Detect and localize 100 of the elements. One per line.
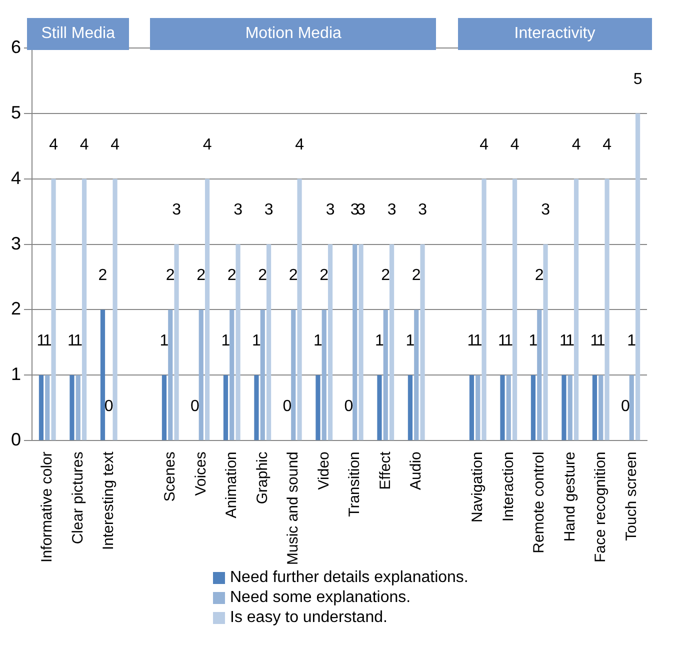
bar — [469, 375, 474, 440]
x-tick-label: Interaction — [500, 452, 517, 522]
data-label: 3 — [541, 202, 550, 219]
data-label: 3 — [172, 202, 182, 219]
bar — [322, 310, 326, 440]
x-tick-label: Voices — [192, 452, 210, 496]
bar — [598, 375, 604, 440]
x-tick-label: Remote control — [530, 452, 548, 554]
x-tick-label: Scenes — [162, 452, 179, 502]
data-label: 0 — [282, 398, 292, 416]
bar — [506, 375, 511, 440]
bar — [316, 375, 320, 440]
y-tick-label: 3 — [10, 233, 22, 254]
data-label: 0 — [621, 398, 630, 416]
x-tick-label: Audio — [408, 452, 425, 490]
data-label: 2 — [98, 267, 108, 284]
data-label: 3 — [350, 202, 360, 219]
data-label: 1 — [406, 332, 415, 350]
bar — [198, 310, 204, 440]
bar — [482, 178, 486, 440]
bar — [291, 310, 296, 440]
x-tick-label: Informative color — [38, 452, 56, 562]
bar — [168, 310, 173, 440]
x-tick-label: Graphic — [254, 451, 271, 504]
y-tick-label: 0 — [10, 430, 22, 450]
data-label: 1 — [221, 332, 230, 350]
data-label: 1 — [627, 332, 636, 350]
bar — [408, 375, 413, 440]
data-label: 1 — [160, 332, 169, 350]
bar — [420, 244, 425, 440]
data-label: 4 — [49, 136, 58, 154]
bar — [604, 178, 610, 440]
bar — [592, 375, 598, 440]
bar — [414, 310, 419, 440]
bar — [100, 310, 106, 440]
data-label: 1 — [528, 332, 538, 350]
data-label: 2 — [258, 267, 268, 284]
data-label: 5 — [633, 70, 642, 88]
bar — [328, 244, 333, 440]
data-label: 3 — [234, 202, 243, 219]
bar — [562, 375, 566, 440]
data-label: 2 — [320, 267, 329, 284]
bar — [543, 244, 548, 440]
y-tick-label: 6 — [10, 36, 22, 57]
data-label: 4 — [80, 136, 89, 154]
bar — [162, 375, 167, 440]
data-label: 0 — [190, 398, 200, 416]
bar — [82, 178, 87, 440]
x-tick-label: Interesting text — [100, 450, 118, 550]
y-tick-label: 1 — [10, 364, 22, 384]
bar — [236, 244, 240, 440]
data-label: 1 — [375, 332, 384, 350]
data-label: 2 — [381, 267, 390, 284]
bar — [537, 310, 542, 440]
data-label: 4 — [295, 136, 304, 154]
bar — [266, 244, 272, 440]
y-tick-label: 2 — [10, 298, 22, 319]
bar — [358, 244, 364, 440]
x-tick-label: Clear pictures — [69, 452, 86, 544]
bar — [500, 375, 505, 440]
data-label: 4 — [480, 136, 489, 154]
data-label: 2 — [412, 267, 421, 284]
data-label: 2 — [166, 267, 175, 284]
bar — [45, 375, 50, 440]
data-label: 3 — [418, 202, 428, 219]
x-tick-label: Touch screen — [622, 452, 640, 541]
bar — [530, 375, 536, 440]
data-label: 2 — [288, 267, 298, 284]
x-tick-label: Transition — [346, 452, 364, 517]
bar — [38, 375, 44, 440]
bar — [377, 375, 382, 440]
bar — [70, 375, 74, 440]
bar — [112, 178, 118, 440]
bar — [635, 113, 640, 440]
legend-label: Need further details explanations. — [230, 568, 468, 588]
data-label: 2 — [196, 267, 206, 284]
bar — [574, 178, 579, 440]
bar — [76, 375, 80, 440]
x-tick-label: Music and sound — [284, 452, 302, 566]
bar — [352, 244, 358, 440]
x-tick-label: Hand gesture — [561, 452, 578, 542]
bar — [260, 310, 265, 440]
y-tick-label: 4 — [10, 168, 22, 188]
x-tick-label: Effect — [376, 450, 394, 490]
data-label: 3 — [326, 202, 335, 219]
data-label: 1 — [252, 332, 262, 350]
bar — [297, 178, 302, 440]
bar — [568, 375, 572, 440]
bar — [389, 244, 394, 440]
bar — [51, 178, 56, 440]
bar — [512, 178, 518, 440]
bar — [383, 310, 388, 440]
data-label: 4 — [572, 136, 581, 154]
data-label: 4 — [110, 136, 120, 154]
bar — [223, 375, 228, 440]
data-label: 4 — [202, 136, 212, 154]
x-tick-label: Navigation — [469, 452, 486, 522]
bar — [629, 375, 634, 440]
data-label: 3 — [387, 202, 396, 219]
bar — [174, 244, 179, 440]
